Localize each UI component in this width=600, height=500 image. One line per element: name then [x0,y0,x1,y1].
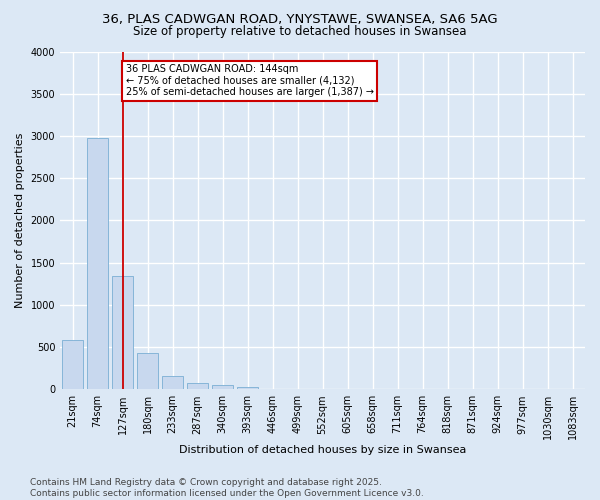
Bar [87,138,108,390]
Bar [162,376,183,390]
Bar [62,340,83,390]
Bar [237,387,258,390]
Bar [137,353,158,390]
Bar [212,385,233,390]
X-axis label: Distribution of detached houses by size in Swansea: Distribution of detached houses by size … [179,445,466,455]
Bar [187,382,208,390]
Text: Contains HM Land Registry data © Crown copyright and database right 2025.
Contai: Contains HM Land Registry data © Crown c… [30,478,424,498]
Text: Size of property relative to detached houses in Swansea: Size of property relative to detached ho… [133,25,467,38]
Text: 36, PLAS CADWGAN ROAD, YNYSTAWE, SWANSEA, SA6 5AG: 36, PLAS CADWGAN ROAD, YNYSTAWE, SWANSEA… [102,12,498,26]
Text: 36 PLAS CADWGAN ROAD: 144sqm
← 75% of detached houses are smaller (4,132)
25% of: 36 PLAS CADWGAN ROAD: 144sqm ← 75% of de… [125,64,374,98]
Bar [112,276,133,390]
Y-axis label: Number of detached properties: Number of detached properties [15,132,25,308]
